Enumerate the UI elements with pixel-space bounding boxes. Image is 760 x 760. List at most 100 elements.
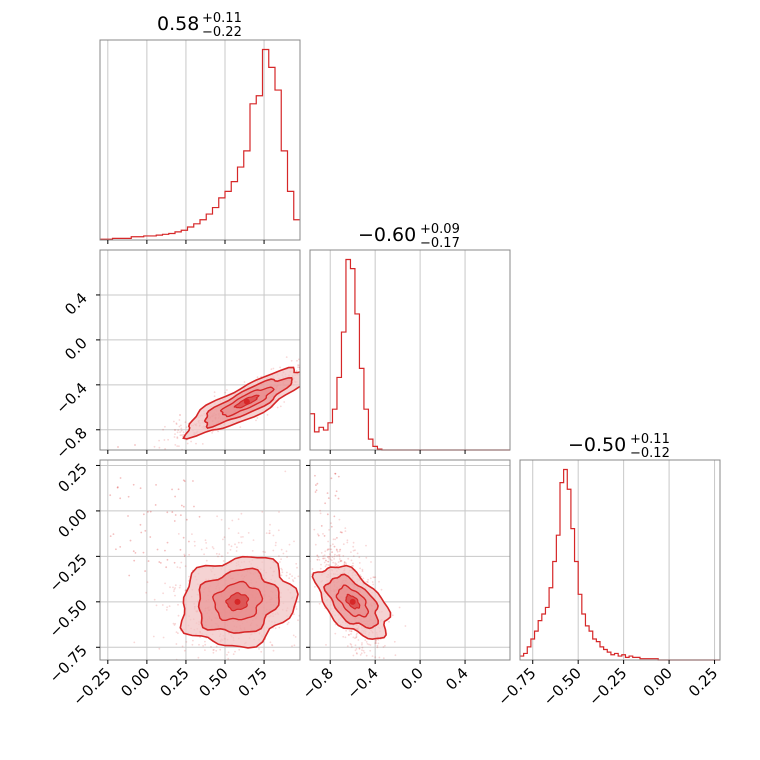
scatter-point [319, 567, 322, 570]
scatter-point [191, 643, 194, 646]
scatter-point [165, 609, 168, 611]
scatter-point [180, 434, 183, 436]
scatter-point [177, 429, 180, 432]
scatter-point [377, 642, 380, 645]
scatter-point [375, 639, 377, 642]
scatter-point [343, 563, 346, 565]
scatter-point [173, 624, 176, 626]
scatter-point [320, 360, 322, 362]
scatter-point [337, 497, 340, 500]
scatter-point [226, 653, 228, 656]
scatter-point [384, 644, 386, 647]
scatter-point [180, 424, 182, 427]
x-tick-label: −0.75 [494, 664, 539, 709]
scatter-point [295, 562, 298, 565]
scatter-point [350, 630, 353, 632]
scatter-point [357, 639, 360, 641]
scatter-point [327, 351, 329, 353]
scatter-point [155, 604, 158, 607]
scatter-point [222, 560, 225, 562]
scatter-point [329, 544, 332, 547]
scatter-point [306, 375, 308, 377]
scatter-point [190, 440, 193, 443]
scatter-point [240, 512, 243, 515]
scatter-point [119, 477, 122, 479]
scatter-point [360, 652, 363, 655]
scatter-point [315, 374, 317, 376]
x-tick-label: 0.25 [685, 664, 721, 700]
x-tick-label: 0.0 [397, 664, 427, 694]
scatter-point [298, 358, 300, 361]
scatter-point [354, 669, 356, 671]
scatter-point [277, 529, 280, 532]
scatter-point [133, 641, 136, 644]
scatter-point [204, 643, 207, 646]
scatter-point [179, 434, 182, 437]
scatter-point [365, 544, 367, 547]
scatter-point [182, 431, 185, 434]
scatter-point [264, 551, 266, 553]
scatter-point [330, 477, 333, 480]
scatter-point [347, 634, 350, 636]
scatter-point [375, 640, 377, 643]
scatter-point [333, 351, 335, 353]
scatter-point [404, 625, 407, 627]
scatter-point [176, 566, 179, 568]
scatter-point [261, 511, 264, 513]
scatter-point [303, 373, 305, 375]
scatter-point [308, 357, 310, 359]
scatter-point [280, 567, 283, 570]
scatter-point [188, 540, 190, 543]
scatter-point [303, 579, 305, 581]
scatter-point [177, 533, 180, 535]
scatter-point [213, 395, 216, 398]
scatter-point [166, 511, 169, 514]
scatter-point [166, 558, 169, 561]
scatter-point [178, 425, 181, 428]
scatter-point [118, 471, 120, 473]
scatter-point [288, 577, 291, 580]
scatter-point [281, 571, 284, 574]
scatter-point [164, 582, 167, 585]
scatter-point [202, 645, 205, 647]
scatter-point [154, 504, 157, 506]
scatter-point [177, 488, 180, 491]
scatter-point [282, 552, 285, 555]
scatter-point [330, 548, 333, 551]
scatter-point [167, 438, 170, 441]
scatter-point [174, 495, 177, 498]
scatter-point [373, 576, 376, 579]
scatter-point [356, 652, 358, 655]
scatter-point [260, 650, 263, 653]
scatter-point [163, 439, 166, 441]
scatter-point [350, 559, 353, 562]
scatter-point [165, 566, 168, 569]
scatter-point [182, 505, 185, 508]
scatter-point [356, 552, 359, 555]
scatter-point [304, 384, 306, 386]
scatter-point [295, 370, 298, 372]
scatter-point [198, 643, 200, 646]
panel-scatter-2-1: 0.4 0.0 −0.4 −0.8 [52, 249, 335, 473]
scatter-point [226, 389, 228, 391]
scatter-point [320, 525, 323, 527]
scatter-point [213, 391, 216, 394]
title-hist-3-sub: −0.12 [630, 446, 670, 461]
scatter-point [174, 429, 176, 431]
scatter-point [361, 642, 363, 644]
scatter-point [352, 549, 355, 552]
scatter-point [182, 479, 185, 482]
scatter-point [171, 488, 173, 491]
scatter-point [239, 426, 242, 428]
density-peak [349, 598, 356, 605]
scatter-point [305, 567, 307, 569]
scatter-point [362, 577, 365, 580]
scatter-point [323, 365, 325, 367]
scatter-point [382, 657, 385, 660]
scatter-point [173, 436, 176, 438]
scatter-point [144, 453, 146, 455]
scatter-point [153, 445, 156, 448]
scatter-point [185, 641, 188, 643]
scatter-point [333, 555, 336, 558]
